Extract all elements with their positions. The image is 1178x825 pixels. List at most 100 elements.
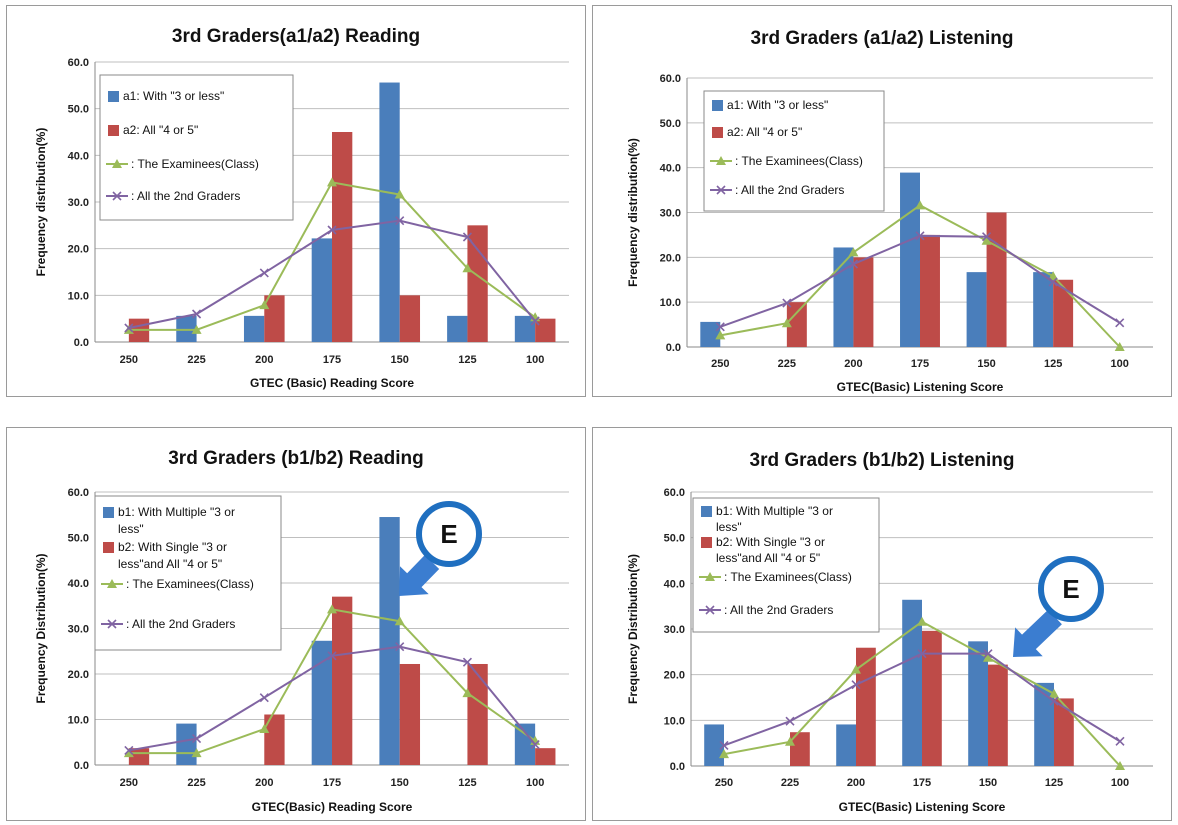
data-point — [191, 748, 202, 758]
data-point — [259, 724, 270, 734]
data-point — [192, 734, 202, 744]
x-tick-label: 100 — [526, 354, 544, 366]
legend-marker — [716, 185, 726, 195]
data-point — [259, 300, 270, 310]
legend-marker — [705, 572, 715, 581]
legend-label: a2: All "4 or 5" — [727, 125, 802, 139]
data-point — [1048, 277, 1058, 287]
x-tick-label: 200 — [255, 777, 273, 789]
legend-marker — [716, 156, 726, 165]
data-point — [395, 642, 405, 652]
legend-label: b1: With Multiple "3 or less" — [716, 504, 833, 534]
bar — [856, 647, 876, 766]
legend-marker — [112, 191, 122, 201]
y-tick-label: 30.0 — [68, 624, 89, 636]
data-point — [462, 263, 473, 273]
bar — [700, 321, 721, 347]
legend-label: b1: With Multiple "3 or less" — [118, 505, 235, 536]
bar — [704, 724, 724, 766]
data-point — [715, 322, 725, 332]
bar — [176, 723, 197, 765]
y-tick-label: 50.0 — [664, 533, 685, 545]
x-tick-label: 100 — [526, 777, 544, 789]
bar — [264, 295, 285, 342]
bar — [514, 723, 536, 765]
data-point — [782, 298, 792, 308]
data-point — [715, 330, 726, 340]
bar — [514, 315, 536, 342]
x-tick-label: 200 — [255, 354, 273, 366]
data-point — [781, 318, 792, 328]
legend-swatch — [712, 100, 723, 111]
x-tick-label: 250 — [120, 354, 138, 366]
x-tick-label: 250 — [120, 777, 138, 789]
legend-marker — [705, 605, 715, 615]
y-tick-label: 60.0 — [68, 487, 89, 499]
bar — [1033, 272, 1054, 347]
data-point — [462, 688, 473, 698]
x-tick-label: 125 — [458, 354, 476, 366]
data-point — [124, 745, 134, 756]
data-point — [1115, 318, 1125, 328]
bar — [467, 663, 488, 765]
y-tick-label: 50.0 — [68, 104, 89, 116]
legend-swatch — [701, 506, 712, 517]
data-point — [530, 316, 540, 326]
bar — [920, 234, 940, 347]
x-tick-label: 175 — [323, 777, 341, 789]
x-tick-label: 175 — [911, 358, 929, 370]
y-tick-label: 10.0 — [68, 715, 89, 727]
legend-swatch — [712, 127, 723, 138]
legend-label: b2: With Single "3 or less"and All "4 or … — [118, 540, 227, 571]
chart-title: 3rd Graders (a1/a2) Listening — [751, 28, 1014, 49]
data-point — [327, 604, 337, 614]
bar — [535, 318, 556, 342]
chart-svg: 3rd Graders (b1/b2) Reading 0.0 10.0 20.0 30… — [34, 448, 569, 814]
x-axis-label: GTEC(Basic) Reading Score — [252, 800, 413, 814]
x-tick-label: 150 — [391, 354, 409, 366]
legend-label: a2: All "4 or 5" — [123, 123, 198, 137]
legend-label: a1: With "3 or less" — [123, 89, 224, 103]
y-tick-label: 30.0 — [68, 197, 89, 209]
x-tick-label: 225 — [778, 358, 796, 370]
bar — [264, 714, 285, 765]
bar — [399, 295, 421, 342]
x-tick-label: 125 — [1045, 777, 1063, 789]
x-tick-label: 100 — [1111, 777, 1129, 789]
legend-label: : All the 2nd Graders — [735, 183, 844, 197]
bar — [447, 315, 468, 342]
x-tick-label: 225 — [187, 354, 205, 366]
y-tick-label: 0.0 — [74, 337, 89, 349]
legend: b1: With Multiple "3 or less" b2: With Sin… — [94, 495, 282, 651]
bar — [790, 732, 810, 766]
bar — [311, 238, 332, 342]
callout-e: E — [399, 501, 482, 596]
callout-circle — [416, 501, 482, 567]
bar — [1034, 682, 1054, 766]
legend-label: : The Examinees(Class) — [126, 577, 254, 591]
callout-circle — [1038, 556, 1104, 622]
bar — [467, 225, 488, 342]
bar — [1054, 698, 1074, 766]
data-point — [983, 649, 993, 659]
y-tick-label: 20.0 — [660, 252, 681, 264]
legend-label: a1: With "3 or less" — [727, 98, 828, 112]
data-point — [191, 324, 202, 334]
data-point — [259, 693, 269, 703]
data-point — [719, 749, 729, 759]
x-tick-label: 100 — [1111, 358, 1129, 370]
bar — [399, 663, 421, 765]
chart-title: 3rd Graders (b1/b2) Listening — [750, 450, 1015, 471]
y-axis-label: Frequency distribution(%) — [34, 128, 48, 277]
x-axis-label: GTEC(Basic) Listening Score — [837, 380, 1004, 394]
data-point — [848, 259, 858, 269]
y-tick-label: 30.0 — [660, 208, 681, 220]
data-point — [1048, 271, 1059, 281]
data-point — [462, 657, 472, 667]
chart-title: 3rd Graders(a1/a2) Reading — [172, 26, 420, 47]
y-tick-label: 10.0 — [660, 297, 681, 309]
y-axis-label: Frequency Distribution(%) — [626, 554, 640, 704]
bar — [786, 302, 807, 347]
legend-label: : The Examinees(Class) — [735, 154, 863, 168]
bar — [379, 82, 400, 343]
